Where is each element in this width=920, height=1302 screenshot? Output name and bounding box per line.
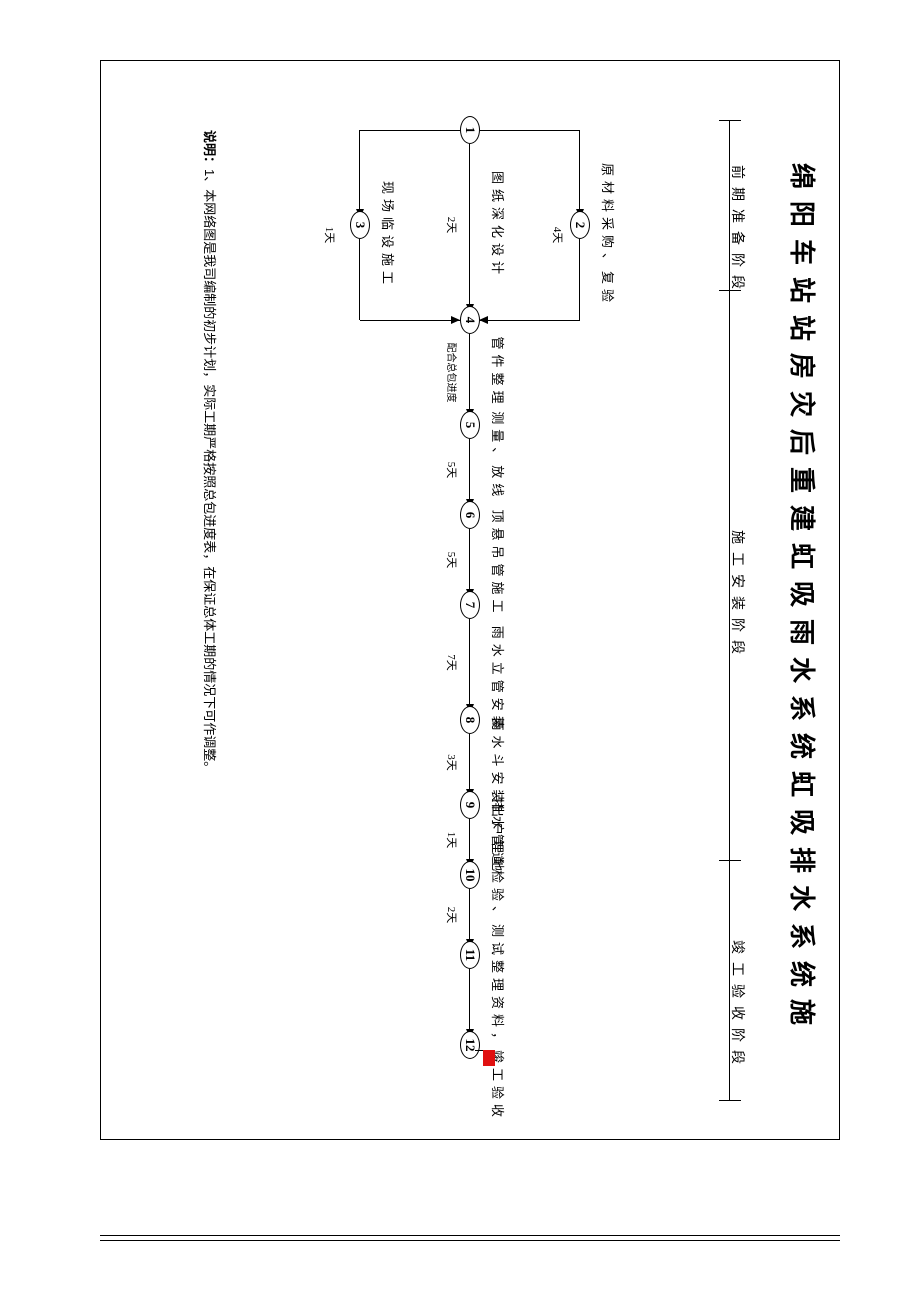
phase-tick	[719, 290, 741, 291]
node-5: 5	[460, 411, 480, 439]
edge-line	[469, 819, 470, 861]
node-8: 8	[460, 706, 480, 734]
activity-label: 排水管道检验、测试整理资料，竣工验收	[489, 798, 508, 1122]
footnote-prefix: 说明：	[202, 130, 217, 169]
edge-line	[469, 734, 470, 791]
duration-label: 2天	[444, 907, 460, 924]
activity-label: 现场临设施工	[379, 181, 398, 289]
activity-label: 雨水斗安装	[489, 717, 508, 807]
duration-label: 5天	[444, 552, 460, 569]
phase-label: 前期准备阶段	[728, 165, 748, 297]
phase-tick	[719, 1100, 741, 1101]
branch-line	[579, 130, 580, 211]
footnote: 说明：1、本网络图是我司编制的初步计划，实际工期严格按照总包进度表，在保证总体工…	[201, 130, 220, 774]
edge-line	[469, 144, 470, 306]
footnote-body: 1、本网络图是我司编制的初步计划，实际工期严格按照总包进度表，在保证总体工期的情…	[202, 169, 217, 774]
duration-label: 2天	[444, 217, 460, 234]
diagram-canvas: 绵阳车站站房灾后重建虹吸雨水系统虹吸排水系统施 前期准备阶段施工安装阶段竣工验收…	[100, 60, 840, 1140]
duration-label: 1天	[322, 227, 338, 244]
page-rule	[100, 1240, 840, 1241]
branch-line	[359, 239, 360, 320]
node-2: 2	[570, 211, 590, 239]
node-12: 12	[460, 1031, 480, 1059]
branch-line	[360, 130, 460, 131]
phase-tick	[719, 860, 741, 861]
node-7: 7	[460, 591, 480, 619]
phase-label: 施工安装阶段	[728, 530, 748, 662]
node-1: 1	[460, 116, 480, 144]
edge-line	[469, 334, 470, 411]
duration-label: 7天	[444, 654, 460, 671]
milestone-flag	[483, 1050, 495, 1066]
activity-label: 测量、放线 顶悬吊管施工 雨水立管安装	[489, 411, 508, 734]
node-6: 6	[460, 501, 480, 529]
duration-label: 4天	[550, 227, 566, 244]
duration-label: 3天	[444, 754, 460, 771]
page-rule	[100, 1235, 840, 1236]
branch-line	[579, 239, 580, 320]
node-4: 4	[460, 306, 480, 334]
edge-line	[469, 889, 470, 941]
edge-arrowhead	[451, 316, 460, 324]
node-11: 11	[460, 941, 480, 969]
activity-label: 管件整理	[489, 336, 508, 408]
node-3: 3	[350, 211, 370, 239]
phase-label: 竣工验收阶段	[728, 940, 748, 1072]
node-10: 10	[460, 861, 480, 889]
edge-line	[469, 969, 470, 1031]
edge-line	[469, 529, 470, 591]
node-9: 9	[460, 791, 480, 819]
branch-line	[480, 130, 580, 131]
activity-label: 图纸深化设计	[489, 171, 508, 279]
branch-line	[360, 320, 460, 321]
edge-arrowhead	[479, 316, 488, 324]
phase-tick	[719, 120, 741, 121]
duration-label: 配合总包进度	[445, 343, 460, 403]
edge-line	[469, 619, 470, 706]
duration-label: 1天	[444, 832, 460, 849]
page-title: 绵阳车站站房灾后重建虹吸雨水系统虹吸排水系统施	[785, 60, 822, 1140]
activity-label: 原材料采购、复验	[599, 163, 618, 307]
branch-line	[359, 130, 360, 211]
edge-line	[469, 439, 470, 501]
duration-label: 5天	[444, 462, 460, 479]
branch-line	[480, 320, 580, 321]
